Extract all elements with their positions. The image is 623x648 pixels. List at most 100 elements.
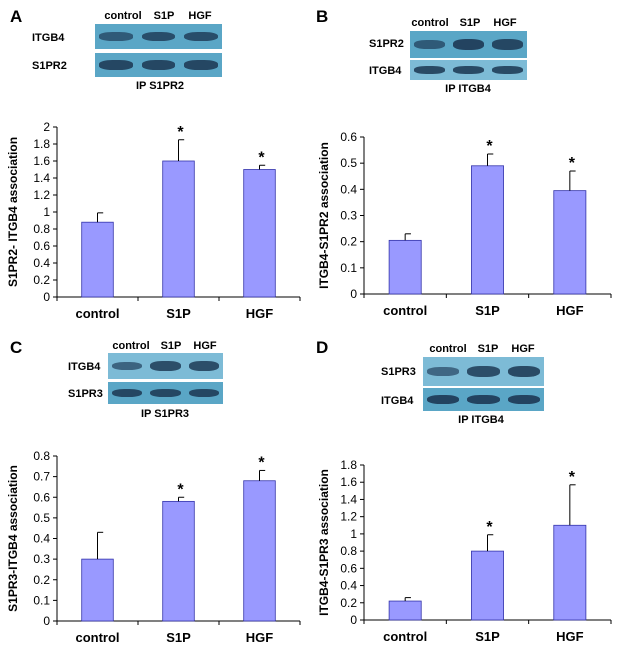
x-tick-label: control — [75, 630, 119, 645]
significance-marker: * — [258, 454, 265, 471]
lane-label-control: control — [112, 340, 150, 352]
bar-chart-a: 0 0.2 0.4 0.6 0.8 1 1.2 1.4 1.6 1.8 2 control * S1P * H… — [6, 120, 301, 321]
blot-band — [452, 66, 485, 74]
y-tick-label: 1.8 — [340, 458, 357, 472]
lane-label-hgf: HGF — [193, 340, 217, 352]
bar-s1p — [162, 500, 195, 622]
lane-label-s1p: S1P — [153, 10, 175, 22]
bar-hgf — [553, 524, 587, 621]
blot-strip-top — [410, 31, 527, 58]
y-tick-label: 0 — [43, 614, 50, 628]
blot-name-bottom: S1PR3 — [68, 388, 103, 400]
y-axis-label: ITGB4-S1PR2 association — [317, 142, 331, 289]
bar-s1p — [471, 550, 504, 621]
panel-letter: B — [316, 7, 329, 26]
blot-strip-bottom — [95, 53, 222, 77]
blot-band — [188, 388, 220, 398]
blot-name-top: ITGB4 — [68, 361, 101, 373]
significance-marker: * — [177, 481, 184, 498]
ip-label: IP S1PR3 — [140, 408, 190, 420]
panel-d: D control S1P HGF S1PR3 ITGB4 IP ITGB4 0… — [311, 324, 623, 648]
lane-label-hgf: HGF — [493, 17, 517, 29]
blot-band — [507, 394, 540, 405]
y-tick-label: 0.4 — [340, 579, 357, 593]
y-tick-label: 0.6 — [33, 490, 50, 504]
bar-control — [388, 600, 422, 621]
blot-band — [150, 360, 181, 372]
blot-band — [413, 39, 446, 50]
blot-strip-bottom — [410, 60, 527, 80]
y-tick-label: 1.6 — [340, 475, 357, 489]
blot-name-bottom: ITGB4 — [369, 65, 402, 77]
bar-chart-b: 0 0.1 0.2 0.3 0.4 0.5 0.6 control * S1P * HGF ITGB4-… — [317, 130, 612, 318]
blot-strip-top — [95, 24, 222, 49]
y-tick-label: 0.2 — [340, 596, 357, 610]
y-tick-label: 0.8 — [33, 222, 50, 236]
significance-marker: * — [569, 155, 576, 172]
x-tick-label: S1P — [475, 629, 500, 644]
y-tick-label: 0 — [350, 613, 357, 627]
lane-label-s1p: S1P — [160, 340, 182, 352]
y-tick-label: 0.1 — [33, 593, 50, 607]
panel-letter: C — [10, 338, 23, 357]
y-tick-label: 0.1 — [340, 261, 357, 275]
bar-hgf — [553, 190, 587, 295]
bar-control — [81, 221, 114, 298]
y-tick-label: 1.4 — [33, 171, 50, 185]
y-tick-label: 1.2 — [340, 510, 357, 524]
significance-marker: * — [258, 149, 265, 166]
y-tick-label: 1 — [43, 205, 50, 219]
x-tick-label: control — [75, 306, 119, 321]
x-tick-label: HGF — [556, 303, 584, 318]
blot-band — [452, 38, 485, 51]
blot-strip-top — [108, 353, 223, 379]
panel-letter: D — [316, 338, 329, 357]
y-tick-label: 0.7 — [33, 470, 50, 484]
bar-control — [81, 558, 114, 622]
lane-label-control: control — [411, 17, 449, 29]
ip-label: IP ITGB4 — [445, 83, 491, 95]
lane-label-hgf: HGF — [188, 10, 212, 22]
y-tick-label: 1.6 — [33, 154, 50, 168]
x-tick-label: HGF — [246, 306, 274, 321]
bar-chart-d: 0 0.2 0.4 0.6 0.8 1 1.2 1.4 1.6 1.8 control * S1P * HG… — [317, 458, 612, 644]
significance-marker: * — [486, 138, 493, 155]
blot-band — [111, 388, 143, 398]
y-tick-label: 0.2 — [33, 573, 50, 587]
y-tick-label: 1.2 — [33, 188, 50, 202]
blot-band — [99, 32, 134, 41]
bar-s1p — [471, 165, 504, 295]
y-tick-label: 0.8 — [33, 449, 50, 463]
blot-band — [491, 66, 524, 74]
x-tick-label: control — [383, 303, 427, 318]
significance-marker: * — [177, 124, 184, 141]
blot-band — [413, 66, 446, 74]
blot-name-top: S1PR2 — [369, 38, 404, 50]
lane-label-s1p: S1P — [459, 17, 481, 29]
blot-band — [188, 360, 220, 372]
y-tick-label: 0.6 — [340, 130, 357, 144]
blot-band — [183, 60, 218, 70]
blot-band — [467, 394, 500, 405]
x-tick-label: HGF — [556, 629, 584, 644]
y-tick-label: 1.8 — [33, 137, 50, 151]
y-tick-label: 0.2 — [33, 273, 50, 287]
blot-band — [141, 31, 176, 42]
blot-band — [150, 388, 181, 398]
y-tick-label: 0.3 — [340, 209, 357, 223]
y-tick-label: 1.4 — [340, 492, 357, 506]
blot-band — [467, 365, 500, 378]
bar-control — [388, 239, 422, 295]
y-tick-label: 0.8 — [340, 544, 357, 558]
x-tick-label: control — [383, 629, 427, 644]
blot-strip-bottom — [423, 388, 544, 411]
panel-b: B control S1P HGF S1PR2 ITGB4 IP ITGB4 0… — [311, 0, 623, 324]
y-tick-label: 0.3 — [33, 552, 50, 566]
bar-hgf — [243, 480, 276, 622]
y-tick-label: 0 — [43, 290, 50, 304]
blot-band — [491, 39, 524, 50]
y-axis-label: S1PR3-ITGB4 association — [6, 465, 20, 612]
blot-band — [183, 31, 218, 42]
x-tick-label: S1P — [166, 306, 191, 321]
y-tick-label: 0.4 — [340, 182, 357, 196]
